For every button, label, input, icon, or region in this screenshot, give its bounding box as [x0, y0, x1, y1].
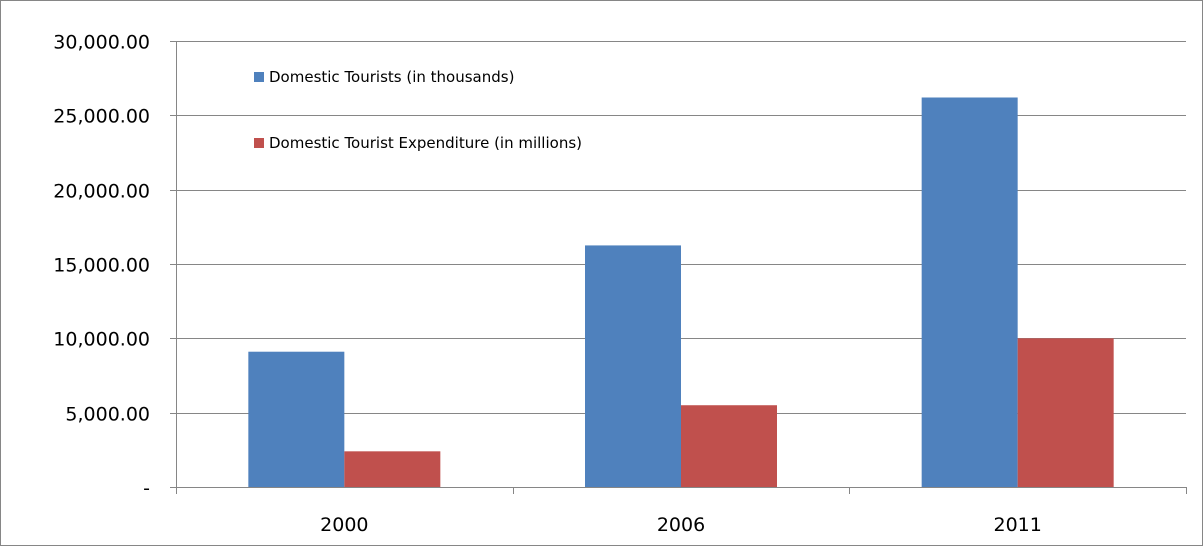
y-tick-label: 30,000.00 — [53, 32, 150, 54]
y-tick-label: 25,000.00 — [53, 106, 150, 128]
axes: - 5,000.00 10,000.00 15,000.00 20,000.00 25,0… — [53, 32, 1187, 536]
x-tick-label: 2006 — [657, 514, 705, 536]
bar-2011-series-2 — [1017, 338, 1114, 487]
x-tick-label: 2000 — [320, 514, 368, 536]
legend-swatch — [254, 72, 264, 82]
legend: Domestic Tourists (in thousands) Domestic… — [254, 68, 582, 152]
y-tick-label: 10,000.00 — [53, 329, 150, 351]
bar-2000-series-1 — [248, 351, 345, 487]
bar-2000-series-2 — [344, 451, 441, 487]
y-tick-label: - — [143, 478, 150, 500]
y-tick-label: 5,000.00 — [65, 404, 150, 426]
bar-2006-series-1 — [585, 245, 681, 487]
legend-label: Domestic Tourists (in thousands) — [269, 68, 514, 86]
y-tick-label: 15,000.00 — [53, 255, 150, 277]
bar-2011-series-1 — [921, 97, 1018, 487]
bars — [248, 97, 1114, 487]
legend-label: Domestic Tourist Expenditure (in million… — [269, 134, 582, 152]
x-tick-label: 2011 — [993, 514, 1041, 536]
bar-2006-series-2 — [681, 405, 777, 487]
y-tick-label: 20,000.00 — [53, 181, 150, 203]
legend-swatch — [254, 138, 264, 148]
